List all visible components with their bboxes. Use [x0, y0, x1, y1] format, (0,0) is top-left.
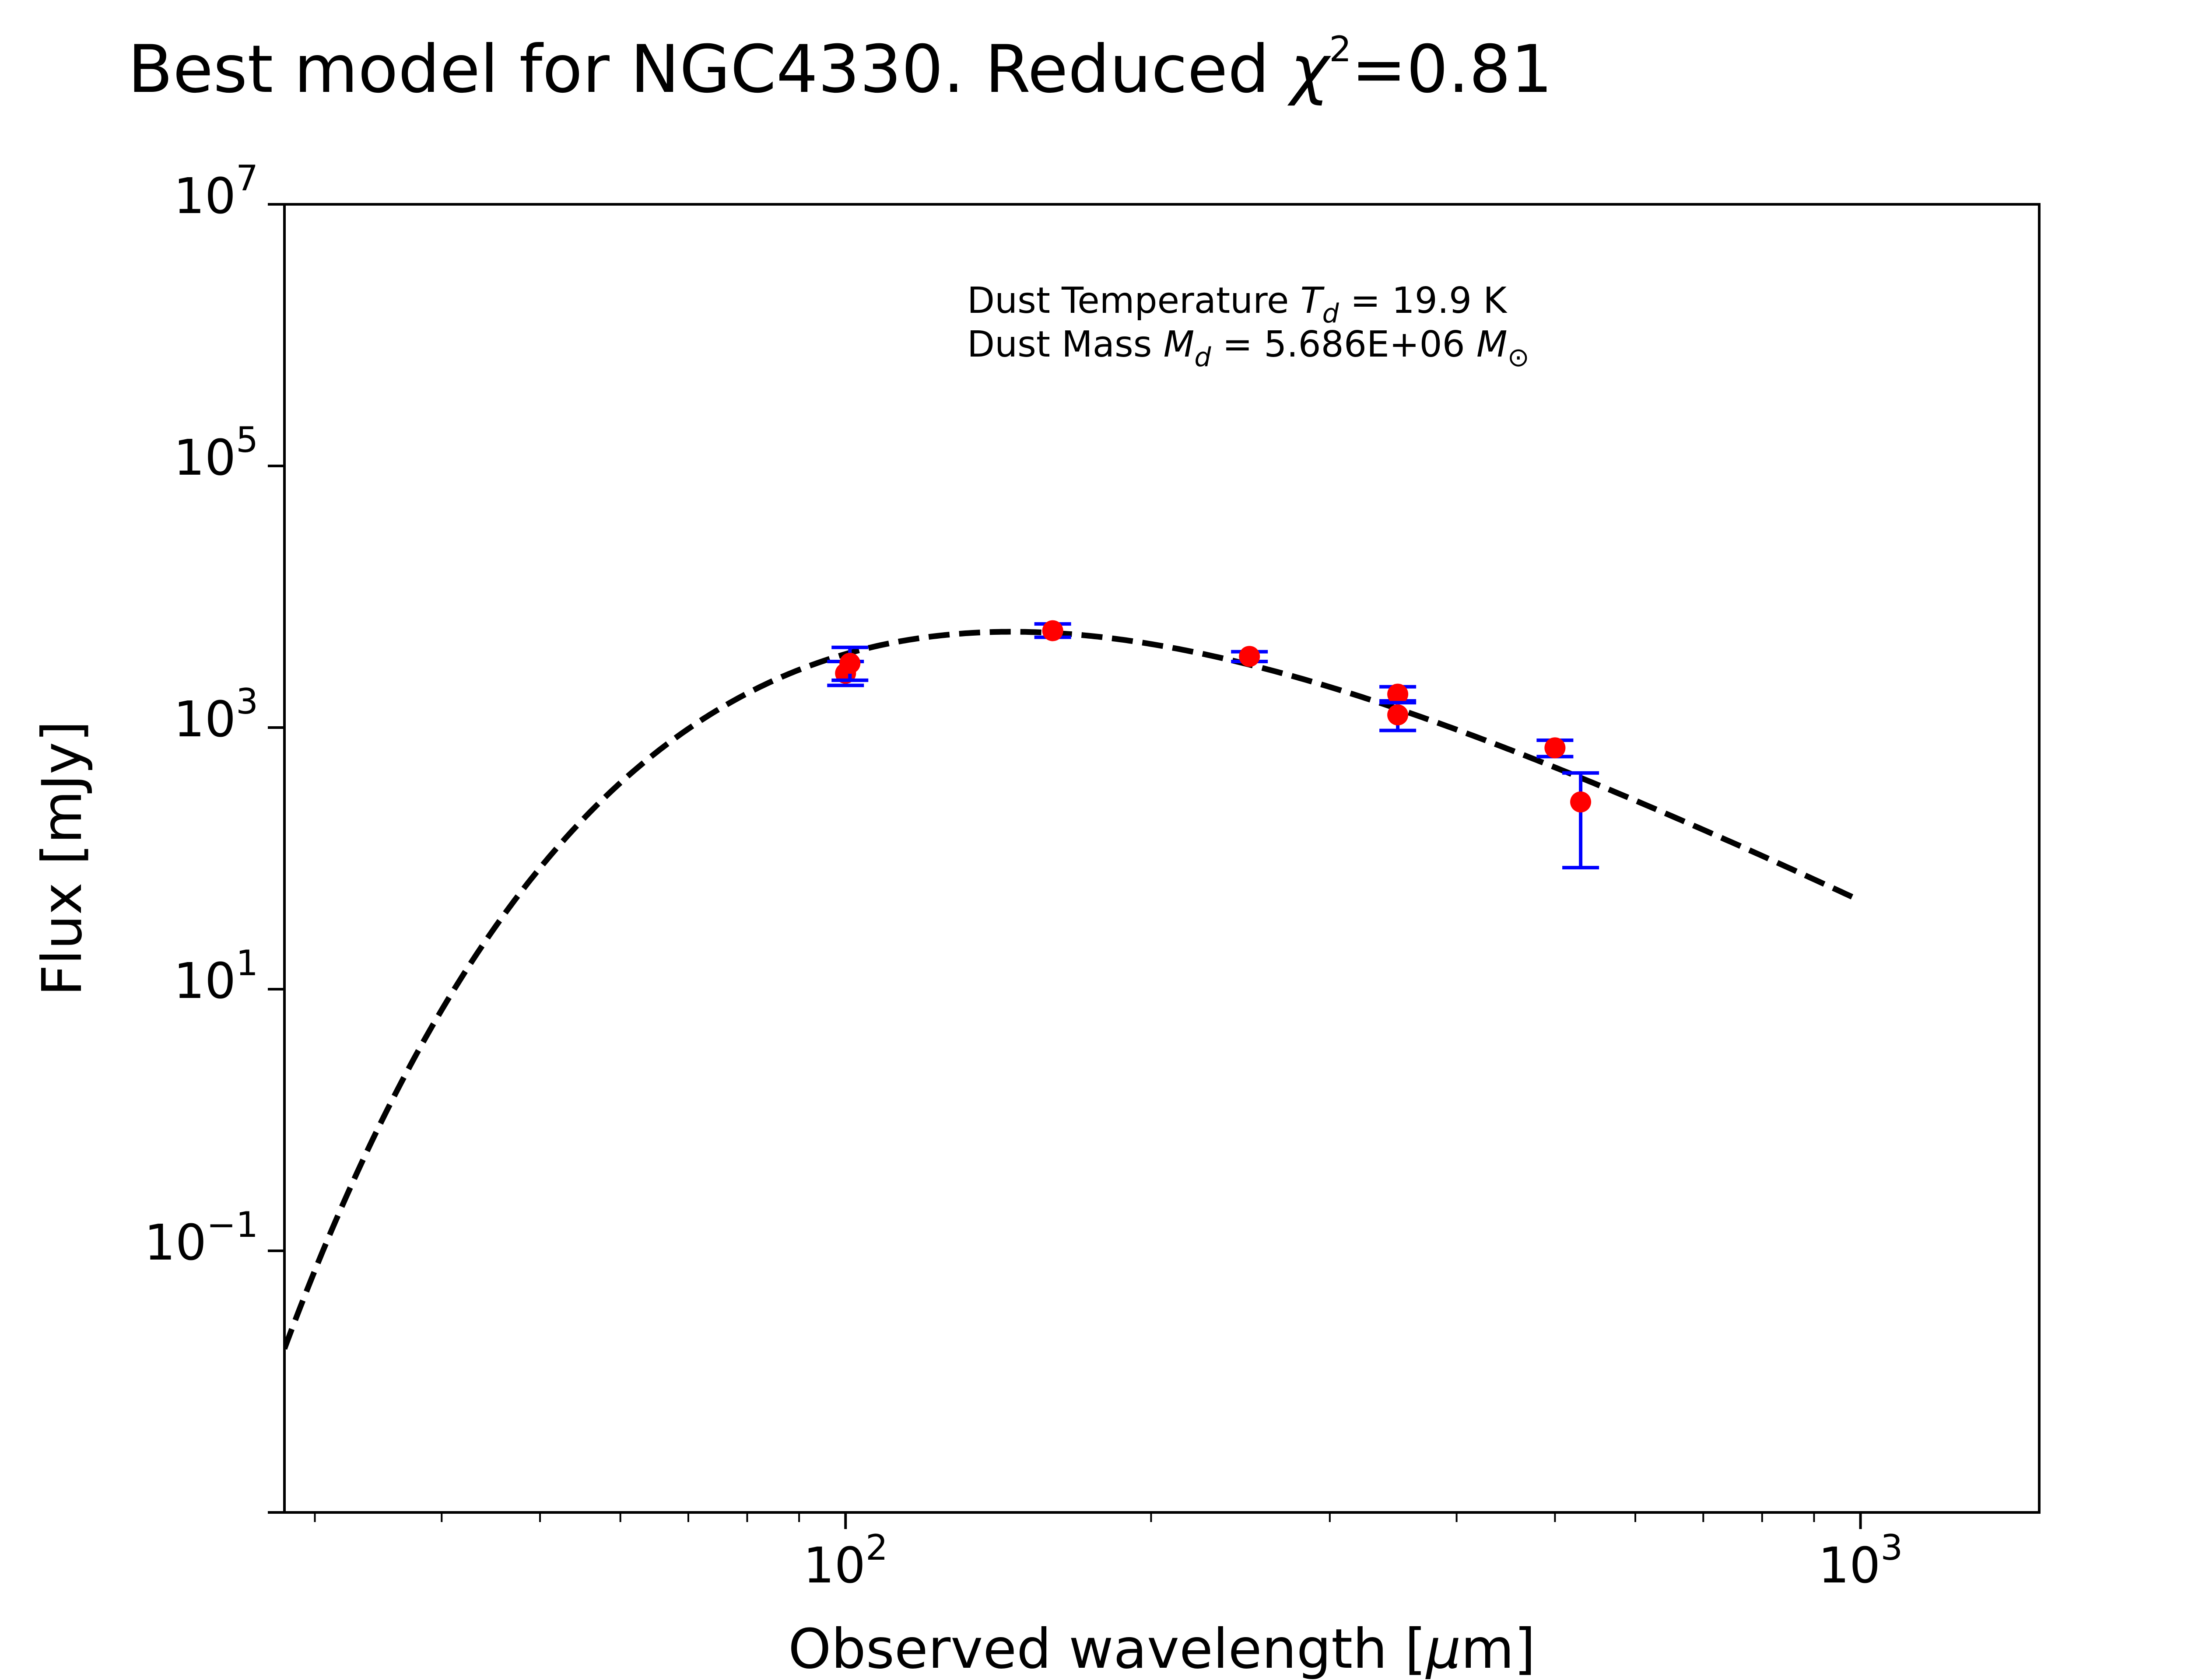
data-point: [1570, 791, 1592, 813]
y-tick-label: 103: [174, 681, 258, 748]
data-point: [1544, 737, 1566, 759]
data-point-group: [1562, 771, 1599, 870]
data-point-group: [1034, 620, 1071, 641]
data-point-group: [1379, 701, 1417, 732]
y-axis-ticks: 10−1 101 103 105 107: [144, 158, 284, 1514]
data-point: [1387, 704, 1409, 726]
data-point: [1239, 646, 1260, 667]
data-point: [839, 653, 861, 674]
plot-area: [284, 620, 1862, 1350]
x-axis-ticks: 102 103: [314, 1512, 1903, 1594]
y-tick-label: 10−1: [144, 1204, 258, 1271]
y-tick-label: 101: [174, 943, 258, 1010]
y-axis-label: Flux [mJy]: [31, 721, 94, 996]
data-point-group: [831, 645, 869, 682]
data-point: [1042, 620, 1063, 641]
dust-temperature-annotation: Dust Temperature Td = 19.9 K: [967, 280, 1508, 329]
y-tick-label: 107: [174, 158, 258, 225]
model-curve: [284, 629, 1862, 1350]
y-tick-label: 105: [174, 420, 258, 486]
plot-frame: [283, 203, 2041, 1514]
data-point-group: [1231, 646, 1268, 667]
x-tick-label: 103: [1818, 1527, 1903, 1594]
x-axis-label: Observed wavelength [μm]: [788, 1617, 1536, 1680]
data-point: [1387, 683, 1409, 705]
data-point-group: [1379, 683, 1417, 705]
data-point-group: [1536, 737, 1574, 759]
dust-mass-annotation: Dust Mass Md = 5.686E+06 M⊙: [967, 324, 1529, 373]
chart-title: Best model for NGC4330. Reduced χ2=0.81: [128, 29, 1553, 108]
x-tick-label: 102: [803, 1527, 888, 1594]
